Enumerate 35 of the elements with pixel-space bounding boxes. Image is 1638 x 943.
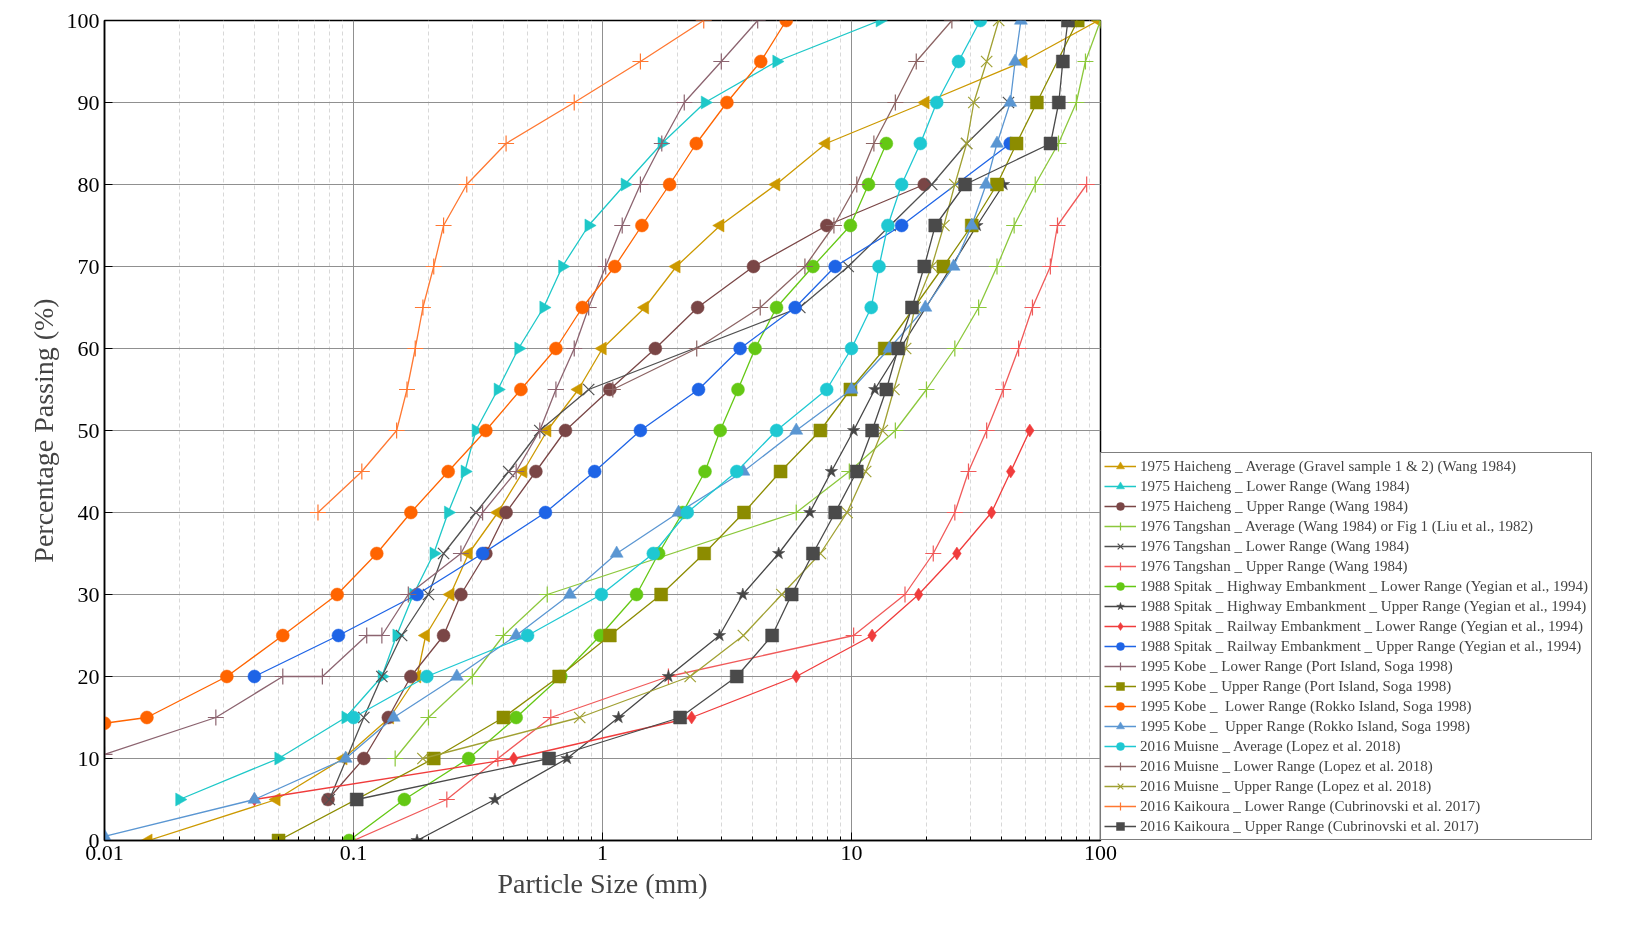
y-axis-title: Percentage Passing (%)	[27, 298, 59, 563]
legend-label: 2016 Muisne _ Average (Lopez et al. 2018)	[1140, 737, 1401, 755]
x-tick-label: 0.1	[339, 839, 368, 865]
legend-label: 1995 Kobe _ Lower Range (Port Island, Soga 1998)	[1140, 657, 1453, 675]
legend-label: 2016 Muisne _ Upper Range (Lopez et al. 2018)	[1140, 777, 1432, 795]
legend-label: 1975 Haicheng _ Lower Range (Wang 1984)	[1140, 477, 1410, 495]
legend-label: 1995 Kobe _ Upper Range (Port Island, Soga 1998)	[1140, 677, 1452, 695]
y-tick-label: 30	[77, 581, 100, 607]
legend-label: 2016 Muisne _ Lower Range (Lopez et al. 2018)	[1140, 757, 1433, 775]
y-tick-label: 20	[77, 663, 100, 689]
y-tick-label: 90	[77, 89, 100, 115]
legend-label: 1976 Tangshan _ Average (Wang 1984) or Fig 1 (Liu et al., 1982)	[1140, 517, 1533, 535]
x-axis-title: Particle Size (mm)	[497, 867, 708, 899]
legend-label: 1976 Tangshan _ Lower Range (Wang 1984)	[1140, 537, 1410, 555]
y-tick-label: 80	[77, 171, 100, 197]
legend-label: 1976 Tangshan _ Upper Range (Wang 1984)	[1140, 557, 1408, 575]
x-tick-label: 1	[597, 839, 608, 865]
legend-label: 1975 Haicheng _ Average (Gravel sample 1 & 2) (Wang 1984)	[1140, 457, 1516, 475]
y-tick-label: 50	[77, 417, 100, 443]
y-tick-label: 10	[77, 745, 100, 771]
y-tick-label: 70	[77, 253, 100, 279]
legend-label: 1975 Haicheng _ Upper Range (Wang 1984)	[1140, 497, 1408, 515]
legend-label: 1988 Spitak _ Highway Embankment _ Upper Range (Yegian et al., 1994)	[1140, 597, 1587, 615]
x-tick-label: 100	[1084, 839, 1117, 865]
y-tick-label: 60	[77, 335, 100, 361]
legend-label: 1988 Spitak _ Railway Embankment _ Upper Range (Yegian et al., 1994)	[1140, 637, 1582, 655]
y-tick-label: 40	[77, 499, 100, 525]
legend-label: 2016 Kaikoura _ Lower Range (Cubrinovski et al. 2017)	[1140, 797, 1481, 815]
legend-label: 1995 Kobe _ Upper Range (Rokko Island, Soga 1998)	[1140, 717, 1470, 735]
legend-label: 1988 Spitak _ Railway Embankment _ Lower Range (Yegian et al., 1994)	[1140, 617, 1583, 635]
legend-label: 2016 Kaikoura _ Upper Range (Cubrinovski et al. 2017)	[1140, 817, 1479, 835]
x-tick-label: 10	[840, 839, 863, 865]
y-tick-label: 100	[66, 7, 100, 33]
legend-label: 1988 Spitak _ Highway Embankment _ Lower Range (Yegian et al., 1994)	[1140, 577, 1588, 595]
legend-label: 1995 Kobe _ Lower Range (Rokko Island, Soga 1998)	[1140, 697, 1472, 715]
